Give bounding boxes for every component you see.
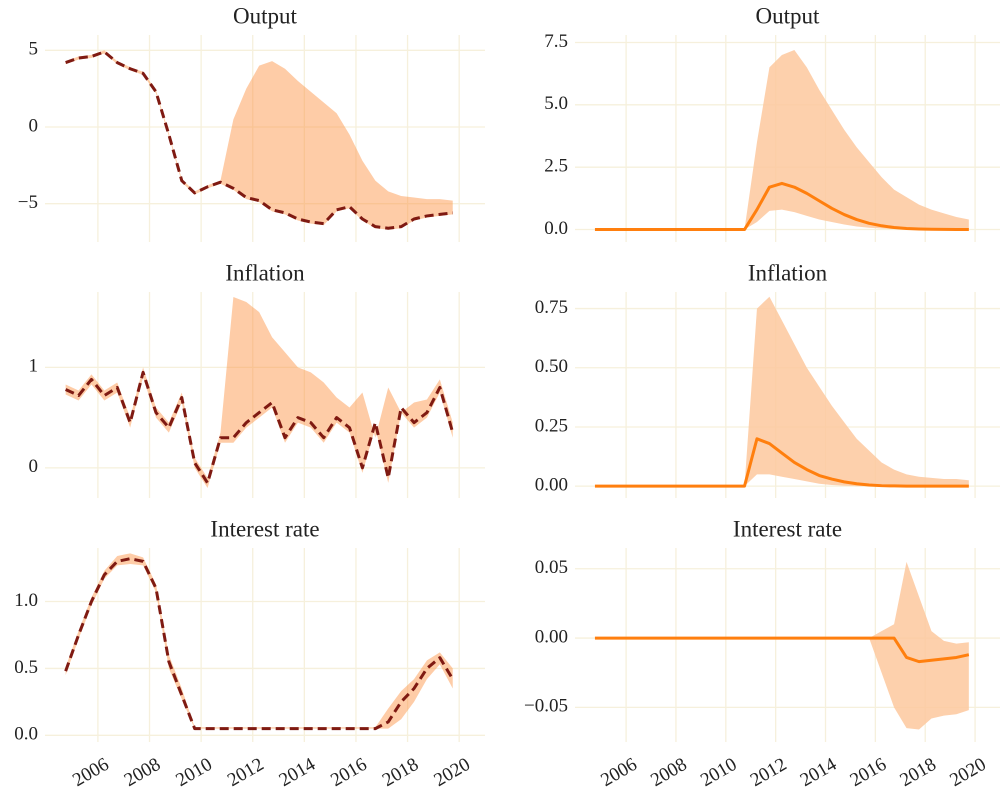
panel-title: Interest rate: [733, 516, 842, 541]
x-tick-label: 2020: [430, 754, 473, 791]
panel-title: Inflation: [225, 260, 305, 285]
y-tick-label: 1: [29, 356, 39, 377]
x-tick-label: 2018: [379, 754, 422, 791]
y-tick-label: 0.0: [544, 218, 568, 239]
y-tick-label: 1.0: [14, 590, 38, 611]
series-line: [594, 437, 969, 488]
y-tick-label: 0: [29, 115, 39, 136]
band: [65, 297, 453, 488]
y-tick-label: 0.50: [535, 356, 568, 377]
y-tick-label: 0.00: [535, 626, 568, 647]
series-line: [594, 181, 969, 232]
x-tick-label: 2006: [69, 754, 112, 791]
series-line: [65, 370, 455, 485]
x-tick-label: 2016: [847, 754, 890, 791]
x-tick-label: 2012: [747, 754, 790, 791]
x-tick-label: 2010: [697, 754, 740, 791]
x-tick-label: 2020: [946, 754, 989, 791]
x-tick-label: 2006: [597, 754, 640, 791]
y-tick-label: −5: [18, 192, 38, 213]
y-tick-label: 2.5: [544, 156, 568, 177]
band: [594, 49, 969, 230]
panel-title: Output: [756, 3, 821, 28]
x-tick-label: 2014: [276, 754, 320, 791]
y-tick-label: −0.05: [524, 696, 568, 717]
y-tick-label: 0.00: [535, 475, 568, 496]
y-tick-label: 0.75: [535, 297, 568, 318]
y-tick-label: 7.5: [544, 31, 568, 52]
band: [65, 50, 453, 230]
band: [65, 553, 453, 729]
band: [594, 561, 969, 730]
y-tick-label: 0: [29, 456, 39, 477]
y-tick-label: 5.0: [544, 93, 568, 114]
panel-title: Inflation: [748, 260, 828, 285]
y-tick-label: 5: [29, 39, 39, 60]
y-tick-label: 0.25: [535, 415, 568, 436]
x-tick-label: 2018: [896, 754, 939, 791]
y-tick-label: 0.0: [14, 724, 38, 745]
x-tick-label: 2008: [121, 754, 164, 791]
x-tick-label: 2012: [224, 754, 267, 791]
panel-title: Interest rate: [210, 516, 319, 541]
x-tick-label: 2008: [647, 754, 690, 791]
y-tick-label: 0.5: [14, 657, 38, 678]
series-line: [65, 50, 453, 230]
band: [594, 296, 969, 487]
y-tick-label: 0.05: [535, 557, 568, 578]
x-tick-label: 2014: [797, 754, 841, 791]
panel-title: Output: [233, 3, 298, 28]
series-line: [594, 636, 970, 664]
series-line: [64, 557, 455, 731]
x-tick-label: 2016: [327, 754, 370, 791]
x-tick-label: 2010: [172, 754, 215, 791]
